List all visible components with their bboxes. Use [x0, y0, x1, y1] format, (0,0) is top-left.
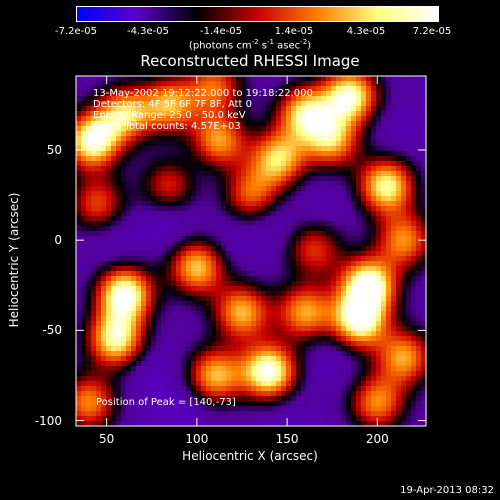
colorbar — [76, 6, 439, 22]
energy-range-text: Energy Range: 25.0 - 50.0 keV — [93, 110, 246, 121]
heatmap-cells — [76, 76, 426, 426]
chart-title: Reconstructed RHESSI Image — [140, 52, 360, 70]
colorbar-tick: 7.2e-05 — [412, 26, 452, 37]
x-tick-label: 50 — [99, 432, 115, 446]
detectors-text: Detectors: 4F 5F 6F 7F 8F, Att 0 — [93, 99, 253, 110]
colorbar-tick: 1.4e-05 — [274, 26, 314, 37]
y-tick-label: 50 — [46, 142, 62, 157]
time-range-text: 13-May-2002 19:12:22.000 to 19:18:22.000 — [93, 88, 313, 99]
colorbar-tick: -7.2e-05 — [55, 26, 97, 37]
y-tick-label: -100 — [34, 413, 62, 428]
colorbar-tick: -4.3e-05 — [127, 26, 169, 37]
y-tick-label: 0 — [54, 233, 62, 248]
y-axis-label: Heliocentric Y (arcsec) — [7, 192, 21, 328]
timestamp: 19-Apr-2013 08:32 — [400, 485, 494, 496]
colorbar-tick: 4.3e-05 — [346, 26, 386, 37]
x-axis-label: Heliocentric X (arcsec) — [182, 449, 318, 463]
colorbar-unit-label: (photons cm-2 s-1 asec-2) — [188, 38, 312, 52]
peak-position-text: Position of Peak = [140,-73] — [96, 397, 236, 408]
x-tick-label: 200 — [365, 432, 389, 446]
clean-counts-text: Clean Total counts: 4.57E+03 — [93, 121, 241, 132]
colorbar-tick: -1.4e-05 — [200, 26, 242, 37]
x-tick-label: 150 — [275, 432, 299, 446]
x-tick-label: 100 — [185, 432, 209, 446]
plot-frame — [75, 75, 427, 427]
y-tick-label: -50 — [42, 323, 62, 338]
